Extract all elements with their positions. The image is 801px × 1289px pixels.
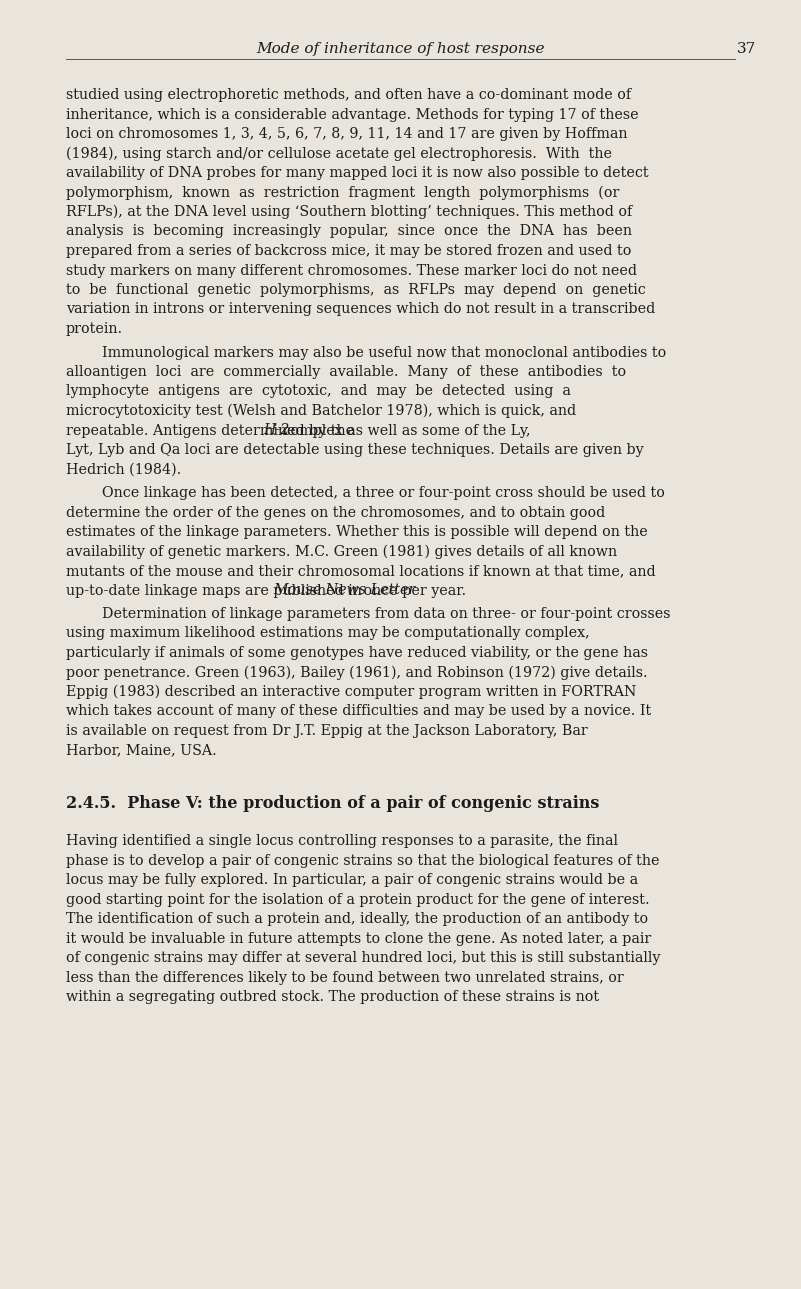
Text: The identification of such a protein and, ideally, the production of an antibody: The identification of such a protein and… [66, 913, 648, 927]
Text: using maximum likelihood estimations may be computationally complex,: using maximum likelihood estimations may… [66, 626, 590, 641]
Text: complex as well as some of the Ly,: complex as well as some of the Ly, [279, 424, 531, 437]
Text: Mode of inheritance of host response: Mode of inheritance of host response [256, 43, 545, 55]
Text: Determination of linkage parameters from data on three- or four-point crosses: Determination of linkage parameters from… [102, 607, 670, 621]
Text: availability of genetic markers. M.C. Green (1981) gives details of all known: availability of genetic markers. M.C. Gr… [66, 544, 617, 559]
Text: mutants of the mouse and their chromosomal locations if known at that time, and: mutants of the mouse and their chromosom… [66, 565, 656, 577]
Text: Lyt, Lyb and Qa loci are detectable using these techniques. Details are given by: Lyt, Lyb and Qa loci are detectable usin… [66, 443, 644, 458]
Text: phase is to develop a pair of congenic strains so that the biological features o: phase is to develop a pair of congenic s… [66, 853, 659, 867]
Text: studied using electrophoretic methods, and often have a co-dominant mode of: studied using electrophoretic methods, a… [66, 88, 631, 102]
Text: Once linkage has been detected, a three or four-point cross should be used to: Once linkage has been detected, a three … [102, 486, 665, 500]
Text: within a segregating outbred stock. The production of these strains is not: within a segregating outbred stock. The … [66, 990, 599, 1004]
Text: polymorphism,  known  as  restriction  fragment  length  polymorphisms  (or: polymorphism, known as restriction fragm… [66, 186, 619, 200]
Text: Hedrich (1984).: Hedrich (1984). [66, 463, 181, 477]
Text: it would be invaluable in future attempts to clone the gene. As noted later, a p: it would be invaluable in future attempt… [66, 932, 651, 946]
Text: of congenic strains may differ at several hundred loci, but this is still substa: of congenic strains may differ at severa… [66, 951, 660, 965]
Text: locus may be fully explored. In particular, a pair of congenic strains would be : locus may be fully explored. In particul… [66, 874, 638, 887]
Text: analysis  is  becoming  increasingly  popular,  since  once  the  DNA  has  been: analysis is becoming increasingly popula… [66, 224, 632, 238]
Text: once per year.: once per year. [360, 584, 466, 598]
Text: microcytotoxicity test (Welsh and Batchelor 1978), which is quick, and: microcytotoxicity test (Welsh and Batche… [66, 403, 576, 419]
Text: protein.: protein. [66, 322, 123, 336]
Text: which takes account of many of these difficulties and may be used by a novice. I: which takes account of many of these dif… [66, 705, 651, 718]
Text: variation in introns or intervening sequences which do not result in a transcrib: variation in introns or intervening sequ… [66, 303, 655, 317]
Text: lymphocyte  antigens  are  cytotoxic,  and  may  be  detected  using  a: lymphocyte antigens are cytotoxic, and m… [66, 384, 571, 398]
Text: H-2: H-2 [264, 424, 290, 437]
Text: prepared from a series of backcross mice, it may be stored frozen and used to: prepared from a series of backcross mice… [66, 244, 631, 258]
Text: 2.4.5.  Phase V: the production of a pair of congenic strains: 2.4.5. Phase V: the production of a pair… [66, 795, 599, 812]
Text: study markers on many different chromosomes. These marker loci do not need: study markers on many different chromoso… [66, 263, 637, 277]
Text: up-to-date linkage maps are published in: up-to-date linkage maps are published in [66, 584, 366, 598]
Text: to  be  functional  genetic  polymorphisms,  as  RFLPs  may  depend  on  genetic: to be functional genetic polymorphisms, … [66, 284, 646, 296]
Text: 37: 37 [737, 43, 756, 55]
Text: particularly if animals of some genotypes have reduced viability, or the gene ha: particularly if animals of some genotype… [66, 646, 648, 660]
Text: determine the order of the genes on the chromosomes, and to obtain good: determine the order of the genes on the … [66, 505, 606, 519]
Text: Eppig (1983) described an interactive computer program written in FORTRAN: Eppig (1983) described an interactive co… [66, 684, 636, 700]
Text: Immunological markers may also be useful now that monoclonal antibodies to: Immunological markers may also be useful… [102, 345, 666, 360]
Text: repeatable. Antigens determined by the: repeatable. Antigens determined by the [66, 424, 359, 437]
Text: availability of DNA probes for many mapped loci it is now also possible to detec: availability of DNA probes for many mapp… [66, 166, 649, 180]
Text: good starting point for the isolation of a protein product for the gene of inter: good starting point for the isolation of… [66, 893, 650, 907]
Text: alloantigen  loci  are  commercially  available.  Many  of  these  antibodies  t: alloantigen loci are commercially availa… [66, 365, 626, 379]
Text: is available on request from Dr J.T. Eppig at the Jackson Laboratory, Bar: is available on request from Dr J.T. Epp… [66, 724, 588, 739]
Text: poor penetrance. Green (1963), Bailey (1961), and Robinson (1972) give details.: poor penetrance. Green (1963), Bailey (1… [66, 665, 648, 679]
Text: Having identified a single locus controlling responses to a parasite, the final: Having identified a single locus control… [66, 834, 618, 848]
Text: (1984), using starch and/or cellulose acetate gel electrophoresis.  With  the: (1984), using starch and/or cellulose ac… [66, 147, 612, 161]
Text: inheritance, which is a considerable advantage. Methods for typing 17 of these: inheritance, which is a considerable adv… [66, 107, 638, 121]
Text: less than the differences likely to be found between two unrelated strains, or: less than the differences likely to be f… [66, 971, 624, 985]
Text: loci on chromosomes 1, 3, 4, 5, 6, 7, 8, 9, 11, 14 and 17 are given by Hoffman: loci on chromosomes 1, 3, 4, 5, 6, 7, 8,… [66, 128, 627, 141]
Text: RFLPs), at the DNA level using ‘Southern blotting’ techniques. This method of: RFLPs), at the DNA level using ‘Southern… [66, 205, 632, 219]
Text: estimates of the linkage parameters. Whether this is possible will depend on the: estimates of the linkage parameters. Whe… [66, 525, 648, 539]
Text: Mouse News Letter: Mouse News Letter [273, 584, 416, 598]
Text: Harbor, Maine, USA.: Harbor, Maine, USA. [66, 744, 217, 758]
